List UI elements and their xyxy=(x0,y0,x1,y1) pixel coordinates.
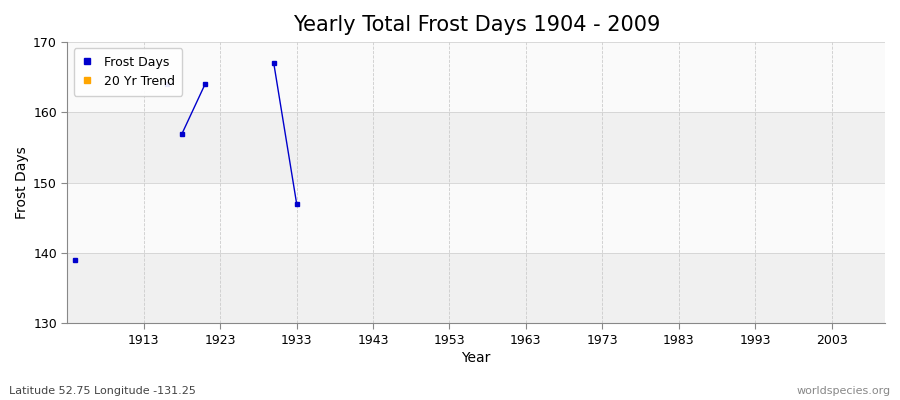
Y-axis label: Frost Days: Frost Days xyxy=(15,146,29,219)
Title: Yearly Total Frost Days 1904 - 2009: Yearly Total Frost Days 1904 - 2009 xyxy=(292,15,660,35)
X-axis label: Year: Year xyxy=(462,351,490,365)
Text: Latitude 52.75 Longitude -131.25: Latitude 52.75 Longitude -131.25 xyxy=(9,386,196,396)
Legend: Frost Days, 20 Yr Trend: Frost Days, 20 Yr Trend xyxy=(74,48,182,96)
Bar xyxy=(68,112,885,183)
Bar xyxy=(68,253,885,324)
Bar xyxy=(68,42,885,112)
Text: worldspecies.org: worldspecies.org xyxy=(796,386,891,396)
Bar xyxy=(68,183,885,253)
